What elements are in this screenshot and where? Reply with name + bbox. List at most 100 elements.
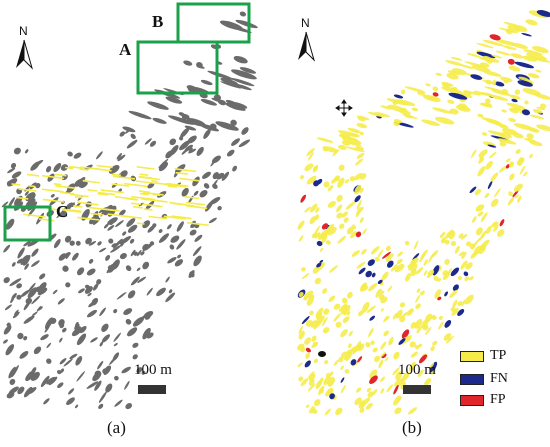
classified-ridge bbox=[297, 362, 303, 368]
detected-ridge bbox=[164, 183, 187, 188]
scale-bar bbox=[403, 385, 431, 394]
classified-ridge bbox=[399, 315, 406, 323]
terrain-ridge bbox=[235, 19, 258, 29]
detected-ridge bbox=[16, 196, 29, 200]
classified-ridge bbox=[514, 89, 521, 95]
terrain-ridge bbox=[50, 194, 55, 198]
classified-ridge bbox=[411, 107, 419, 112]
detected-ridge bbox=[55, 185, 76, 189]
classified-ridge bbox=[509, 107, 519, 114]
terrain-ridge bbox=[62, 327, 67, 333]
classified-ridge bbox=[485, 79, 493, 85]
classified-ridge bbox=[450, 306, 456, 312]
classified-ridge bbox=[305, 347, 311, 353]
terrain-ridge bbox=[167, 115, 195, 125]
classified-ridge bbox=[451, 68, 467, 75]
classified-ridge bbox=[360, 401, 366, 409]
classified-ridge bbox=[319, 259, 324, 264]
terrain-ridge bbox=[187, 135, 197, 144]
terrain-ridge bbox=[87, 292, 92, 297]
terrain-ridge bbox=[203, 183, 210, 189]
classified-ridge bbox=[508, 191, 514, 197]
terrain-ridge bbox=[127, 224, 138, 233]
terrain-ridge bbox=[125, 403, 133, 410]
classified-ridge bbox=[529, 154, 533, 158]
terrain-ridge bbox=[184, 125, 197, 131]
detected-ridge bbox=[96, 164, 113, 169]
terrain-ridge bbox=[47, 173, 55, 182]
classified-ridge bbox=[328, 295, 336, 303]
terrain-ridge bbox=[85, 237, 92, 245]
classified-ridge bbox=[448, 230, 456, 240]
classified-ridge bbox=[432, 107, 452, 114]
terrain-ridge bbox=[40, 375, 50, 388]
classified-ridge bbox=[326, 223, 335, 232]
classified-ridge bbox=[466, 241, 471, 247]
classified-ridge bbox=[304, 360, 311, 368]
legend-item-fp: FP bbox=[460, 392, 506, 407]
classified-ridge bbox=[467, 53, 481, 58]
detected-ridge bbox=[136, 222, 145, 225]
classified-ridge bbox=[374, 112, 391, 118]
panel-caption-b: (b) bbox=[402, 418, 422, 437]
terrain-ridge bbox=[68, 388, 75, 395]
terrain-ridge bbox=[31, 248, 39, 257]
classified-ridge bbox=[338, 356, 344, 363]
detected-ridge bbox=[38, 218, 55, 222]
terrain-ridge bbox=[127, 327, 138, 337]
classified-ridge bbox=[310, 320, 318, 328]
classified-ridge bbox=[429, 361, 438, 373]
classified-ridge bbox=[508, 117, 516, 123]
classified-ridge bbox=[448, 92, 468, 100]
terrain-ridge bbox=[107, 217, 118, 225]
classified-ridge bbox=[306, 175, 317, 185]
classified-ridge bbox=[423, 270, 428, 276]
classified-ridge bbox=[452, 299, 458, 308]
terrain-ridge bbox=[101, 334, 111, 343]
terrain-ridge bbox=[76, 371, 85, 382]
terrain-ridge bbox=[132, 316, 145, 327]
box-label-c: C bbox=[56, 202, 69, 221]
terrain-ridge bbox=[69, 353, 78, 360]
classified-ridge bbox=[438, 315, 443, 320]
terrain-ridge bbox=[60, 211, 68, 218]
classified-ridge bbox=[316, 137, 334, 143]
classified-ridge bbox=[314, 214, 320, 221]
detected-ridge bbox=[175, 171, 189, 175]
classified-ridge bbox=[336, 204, 343, 213]
classified-ridge bbox=[482, 55, 491, 61]
classified-ridge bbox=[481, 92, 495, 98]
terrain-ridge bbox=[103, 223, 109, 229]
terrain-ridge bbox=[8, 386, 19, 395]
classified-ridge bbox=[491, 54, 503, 59]
panel-b-classification bbox=[297, 10, 550, 416]
terrain-ridge bbox=[76, 333, 87, 346]
terrain-ridge bbox=[203, 129, 211, 139]
detected-ridge bbox=[60, 191, 75, 195]
terrain-ridge bbox=[183, 60, 193, 66]
terrain-ridge bbox=[215, 121, 239, 131]
classified-ridge bbox=[297, 220, 305, 230]
classified-ridge bbox=[309, 310, 314, 316]
classified-ridge bbox=[421, 319, 429, 329]
classified-ridge bbox=[307, 383, 316, 392]
terrain-ridge bbox=[24, 149, 29, 154]
terrain-ridge bbox=[31, 295, 41, 305]
classified-ridge bbox=[378, 359, 384, 369]
terrain-ridge bbox=[86, 268, 96, 276]
classified-ridge bbox=[359, 131, 364, 136]
classified-ridge bbox=[298, 235, 304, 242]
detected-ridge bbox=[132, 205, 143, 209]
classified-ridge bbox=[361, 248, 367, 255]
terrain-ridge bbox=[130, 276, 140, 286]
classified-ridge bbox=[419, 253, 425, 263]
detected-ridge bbox=[152, 193, 161, 197]
classified-ridge bbox=[447, 99, 455, 104]
classified-ridge bbox=[413, 240, 419, 250]
classified-ridge bbox=[517, 160, 523, 167]
terrain-ridge bbox=[78, 288, 85, 294]
terrain-ridge bbox=[86, 309, 98, 318]
classified-ridge bbox=[498, 165, 507, 173]
classified-ridge bbox=[472, 216, 477, 223]
classified-ridge bbox=[430, 369, 437, 375]
